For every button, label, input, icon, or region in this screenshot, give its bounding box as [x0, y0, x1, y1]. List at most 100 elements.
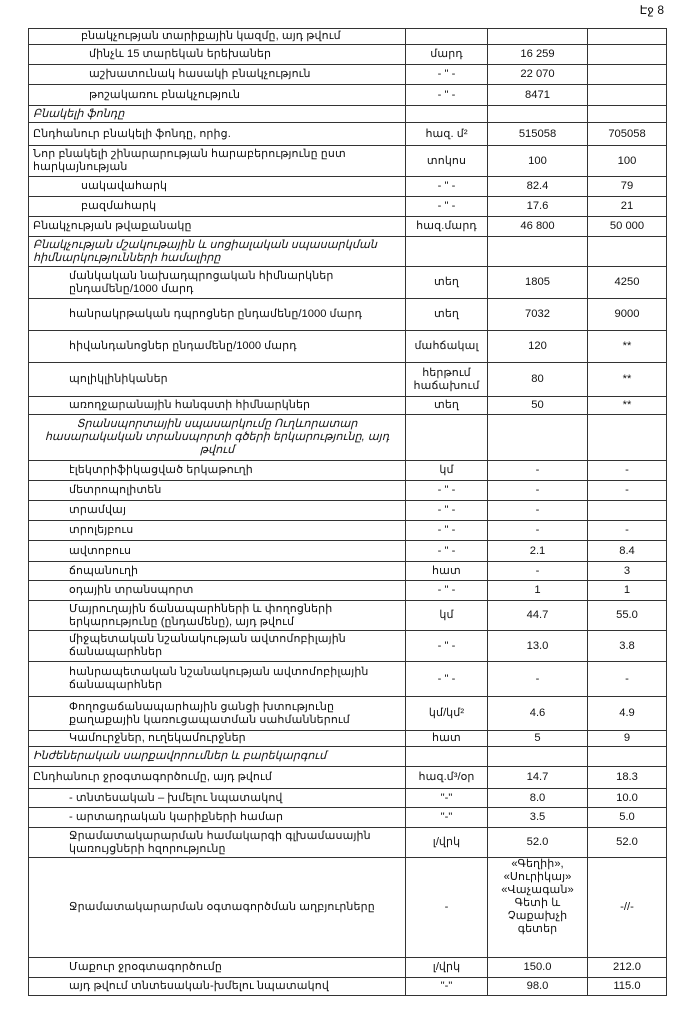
row-unit: տեղ — [405, 396, 488, 415]
row-label: հանրապետական նշանակության ավտոմոբիլային … — [28, 661, 406, 697]
table-row: այդ թվում տնտեսական-խմելու նպատակով "-" 98… — [28, 977, 667, 996]
row-value-projected: 8.4 — [587, 540, 667, 562]
row-label: միջպետական նշանակության ավտոմոբիլային ճա… — [28, 630, 406, 662]
table-row: Մայրուղային ճանապարհների և փողոցների երկ… — [28, 600, 667, 631]
row-value-existing: 515058 — [487, 122, 588, 146]
row-value-projected: 55.0 — [587, 600, 667, 631]
row-value-existing: 80 — [487, 362, 588, 397]
row-unit: "-" — [405, 977, 488, 996]
table-row: տրամվայ - " -- — [28, 500, 667, 521]
row-value-projected — [587, 500, 667, 521]
row-value-existing: 1805 — [487, 266, 588, 299]
row-unit — [405, 28, 488, 45]
row-unit — [405, 414, 488, 461]
table-row: մինչև 15 տարեկան երեխաներ մարդ 16 259 — [28, 44, 667, 65]
row-value-projected — [587, 414, 667, 461]
row-value-existing: 1 — [487, 580, 588, 601]
row-unit: մարդ — [405, 44, 488, 65]
table-row: Մաքուր ջրօգտագործումը լ/վրկ 150.0 212.0 — [28, 957, 667, 978]
row-value-existing: 100 — [487, 145, 588, 177]
section-header-row: Ինժեներական սարքավորումներ և բարեկարգում — [28, 746, 667, 767]
row-unit: - " - — [405, 661, 488, 697]
row-label: Ջրամատակարարման համակարգի գլխամասային կա… — [28, 827, 406, 858]
row-value-existing: - — [487, 500, 588, 521]
indicators-table: բնակչության տարիքային կազմը, այդ թվում մի… — [28, 28, 667, 996]
table-row: - արտադրական կարիքների համար "-" 3.5 5.0 — [28, 807, 667, 828]
table-row: սակավահարկ - " -82.4 79 — [28, 176, 667, 197]
row-unit: - " - — [405, 500, 488, 521]
row-value-existing — [487, 105, 588, 123]
row-value-projected: 9000 — [587, 298, 667, 331]
row-unit: - " - — [405, 580, 488, 601]
row-unit: - " - — [405, 480, 488, 501]
section-header-row: Բնակելի ֆոնդը — [28, 105, 667, 123]
row-value-projected: - — [587, 460, 667, 481]
row-unit: հազ.մարդ — [405, 216, 488, 237]
row-label: - արտադրական կարիքների համար — [28, 807, 406, 828]
row-unit — [405, 105, 488, 123]
table-row: Բնակչության թվաքանակը հազ.մարդ 46 800 50 00… — [28, 216, 667, 237]
row-unit: լ/վրկ — [405, 827, 488, 858]
row-value-existing — [487, 746, 588, 767]
row-label: տրոլեյբուս — [28, 520, 406, 541]
table-row: Փողոցաճանապարհային ցանցի խտությունը քաղա… — [28, 696, 667, 731]
row-unit: - " - — [405, 520, 488, 541]
row-value-existing: 120 — [487, 330, 588, 363]
row-value-existing — [487, 236, 588, 267]
table-row: առողջարանային հանգստի հիմնարկներ տեղ 50 ** — [28, 396, 667, 415]
row-value-projected — [587, 44, 667, 65]
row-value-existing — [487, 28, 588, 45]
table-row: բնակչության տարիքային կազմը, այդ թվում — [28, 28, 667, 45]
row-value-projected: 5.0 — [587, 807, 667, 828]
row-unit: - " - — [405, 176, 488, 197]
row-value-projected: 212.0 — [587, 957, 667, 978]
row-label: Կամուրջներ, ուղեկամուրջներ — [28, 730, 406, 747]
row-unit: տեղ — [405, 266, 488, 299]
row-label: Ջրամատակարարման օգտագործման աղբյուրները — [28, 857, 406, 958]
row-unit: հատ — [405, 561, 488, 581]
row-value-existing: 14.7 — [487, 766, 588, 789]
table-row: պոլիկլինիկաներ հերթում հաճախում 80 ** — [28, 362, 667, 397]
row-value-projected: 3.8 — [587, 630, 667, 662]
table-row: տրոլեյբուս - " --- — [28, 520, 667, 541]
row-value-existing: 17.6 — [487, 196, 588, 217]
row-value-projected: 21 — [587, 196, 667, 217]
row-value-projected: 10.0 — [587, 788, 667, 808]
row-label: Բնակչության մշակութային և սոցիալական սպա… — [28, 236, 406, 267]
row-label: Նոր բնակելի շինարարության հարաբերություն… — [28, 145, 406, 177]
row-value-existing: 7032 — [487, 298, 588, 331]
row-label: Մաքուր ջրօգտագործումը — [28, 957, 406, 978]
row-unit: լ/վրկ — [405, 957, 488, 978]
row-unit: մահճակալ — [405, 330, 488, 363]
table-row: հանրակրթական դպրոցներ ընդամենը/1000 մարդ… — [28, 298, 667, 331]
table-row: Կամուրջներ, ուղեկամուրջներ հատ 5 9 — [28, 730, 667, 747]
row-label: մինչև 15 տարեկան երեխաներ — [28, 44, 406, 65]
row-value-projected: 3 — [587, 561, 667, 581]
table-row: մետրոպոլիտեն - " --- — [28, 480, 667, 501]
row-label: բնակչության տարիքային կազմը, այդ թվում — [28, 28, 406, 45]
row-value-projected: 52.0 — [587, 827, 667, 858]
row-value-projected: 18.3 — [587, 766, 667, 789]
row-label: աշխատունակ հասակի բնակչություն — [28, 64, 406, 85]
row-value-existing: 16 259 — [487, 44, 588, 65]
row-value-existing: 22 070 — [487, 64, 588, 85]
row-value-projected: 79 — [587, 176, 667, 197]
row-value-projected: - — [587, 661, 667, 697]
table-row: թոշակառու բնակչություն - " -8471 — [28, 84, 667, 106]
row-value-existing: 44.7 — [487, 600, 588, 631]
table-row: Նոր բնակելի շինարարության հարաբերություն… — [28, 145, 667, 177]
row-value-existing — [487, 414, 588, 461]
section-header-row: Բնակչության մշակութային և սոցիալական սպա… — [28, 236, 667, 267]
row-value-existing: 8471 — [487, 84, 588, 106]
row-label: Ընդհանուր բնակելի ֆոնդը, որից. — [28, 122, 406, 146]
row-unit: - " - — [405, 64, 488, 85]
table-row: միջպետական նշանակության ավտոմոբիլային ճա… — [28, 630, 667, 662]
row-label: Բնակելի ֆոնդը — [28, 105, 406, 123]
row-unit: հազ.մ³/օր — [405, 766, 488, 789]
row-value-existing: 82.4 — [487, 176, 588, 197]
row-unit: տեղ — [405, 298, 488, 331]
row-value-projected: 115.0 — [587, 977, 667, 996]
row-label: հիվանդանոցներ ընդամենը/1000 մարդ — [28, 330, 406, 363]
row-value-projected: 4250 — [587, 266, 667, 299]
row-label: Փողոցաճանապարհային ցանցի խտությունը քաղա… — [28, 696, 406, 731]
